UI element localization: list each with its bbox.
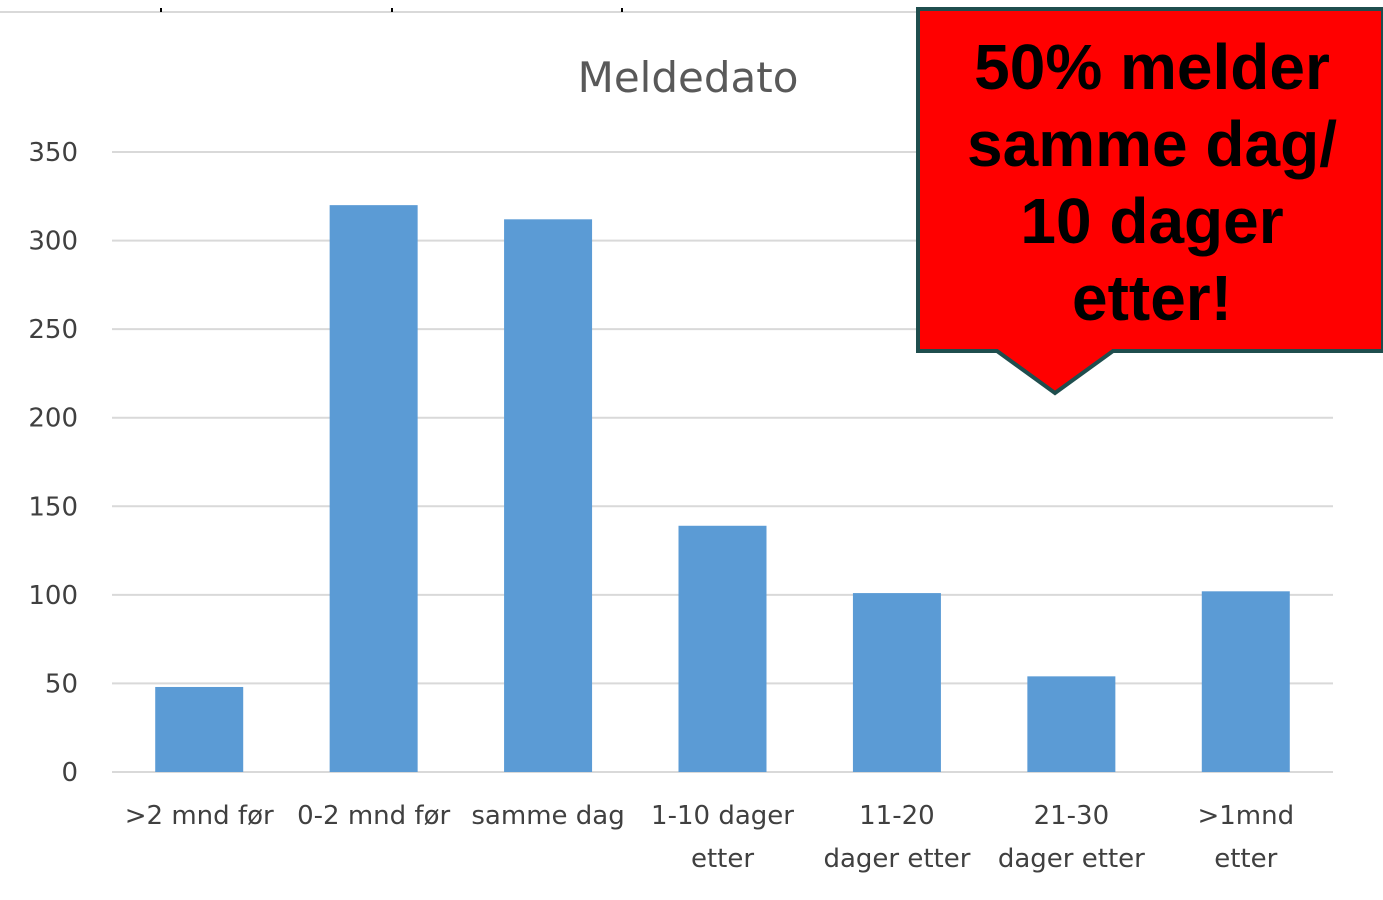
y-tick-label: 0 [61, 758, 78, 788]
y-axis-tick-labels: 0 50 100 150 200 250 300 350 [28, 138, 78, 788]
y-tick-label: 50 [45, 669, 78, 699]
y-tick-label: 250 [28, 315, 78, 345]
x-category-label: samme dag [471, 801, 624, 831]
y-tick-label: 350 [28, 138, 78, 168]
y-tick-label: 300 [28, 227, 78, 257]
bars [155, 205, 1290, 773]
chart-title: Meldedato [578, 53, 799, 102]
y-tick-label: 100 [28, 581, 78, 611]
y-tick-label: 150 [28, 492, 78, 522]
x-category-label: 11-20 dager etter [823, 801, 970, 874]
top-frame-line [0, 8, 920, 13]
callout: 50% melder samme dag/10 dager etter! [916, 7, 1383, 396]
bar [155, 686, 244, 772]
x-category-label: >1mnd etter [1197, 801, 1294, 874]
x-axis-category-labels: >2 mnd før 0-2 mnd før samme dag 1-10 dager… [125, 801, 1294, 874]
bar [329, 205, 418, 773]
bar [678, 525, 767, 772]
callout-text: 50% melder samme dag/10 dager etter! [967, 31, 1337, 334]
y-tick-label: 200 [28, 404, 78, 434]
callout-bubble [916, 7, 1383, 396]
bar [1027, 676, 1116, 772]
x-category-label: 0-2 mnd før [297, 801, 450, 831]
bar [1201, 591, 1290, 772]
x-category-label: 1-10 dager etter [651, 801, 794, 874]
bar [852, 593, 941, 772]
bar [504, 219, 593, 773]
x-category-label: 21-30 dager etter [998, 801, 1145, 874]
x-category-label: >2 mnd før [125, 801, 274, 831]
